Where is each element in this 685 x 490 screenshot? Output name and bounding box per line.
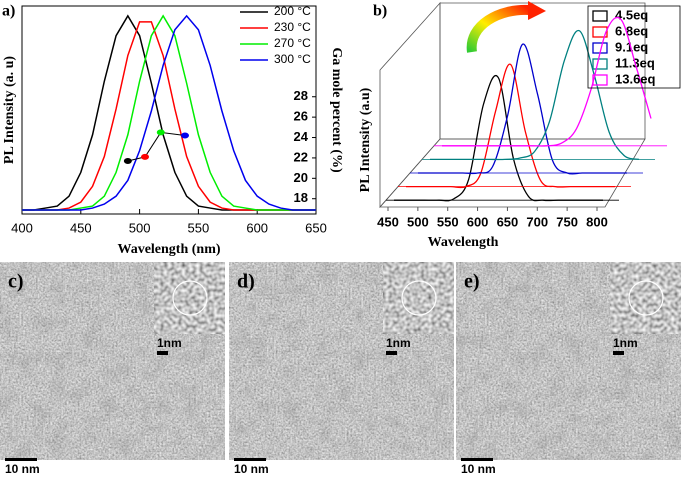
x-tick-label: 600 <box>467 214 489 229</box>
legend-box <box>587 5 681 89</box>
trend-arrow <box>466 4 531 53</box>
scale-bar <box>5 458 37 461</box>
panel-label: a) <box>2 3 15 20</box>
inset-scale-bar <box>613 351 624 355</box>
x-tick-label: 500 <box>129 220 151 235</box>
x-axis-label: Wavelength <box>428 235 499 250</box>
inset-image <box>382 261 455 335</box>
floor <box>379 138 646 208</box>
inset-image <box>609 261 682 335</box>
inset-scale-label: 1nm <box>613 336 638 350</box>
legend-label: 6.8eq <box>615 23 648 38</box>
y2-tick-label: 22 <box>294 149 308 164</box>
z-axis-label: PL Intensity (a.u) <box>358 87 373 192</box>
box-3d <box>379 1 646 209</box>
legend-swatch <box>592 74 608 86</box>
inset-point <box>141 153 150 160</box>
x-tick-label: 600 <box>246 220 268 235</box>
left-wall <box>379 1 441 209</box>
x-tick-label: 450 <box>70 220 92 235</box>
y2-tick-label: 26 <box>294 109 308 124</box>
spectrum-line <box>22 14 316 211</box>
spectrum-line <box>406 63 615 189</box>
y-axis-label: PL Intensity (a. u) <box>2 56 17 164</box>
y2-tick-label: 20 <box>294 170 308 185</box>
legend-label: 9.1eq <box>615 39 648 54</box>
panel-label: e) <box>464 271 480 293</box>
inset-point <box>180 132 189 139</box>
spectrum-line <box>430 30 640 161</box>
x-tick-label: 450 <box>377 214 399 229</box>
y2-tick-label: 18 <box>294 190 308 205</box>
legend-label: 230 °C <box>274 20 311 34</box>
x-tick-label: 550 <box>437 214 459 229</box>
x-tick-label: 500 <box>407 214 429 229</box>
legend-swatch <box>592 58 608 70</box>
particle-outline <box>172 280 208 316</box>
particle-outline <box>628 280 664 316</box>
panel-label: c) <box>8 271 24 293</box>
x-tick-label: 700 <box>526 214 548 229</box>
x-tick-label: 550 <box>188 220 210 235</box>
x-tick-label: 650 <box>305 220 327 235</box>
plot-frame <box>21 5 317 215</box>
inset-line <box>127 131 186 162</box>
scale-label: 10 nm <box>234 462 269 476</box>
x-axis-label: Wavelength (nm) <box>117 242 220 257</box>
spectrum-line <box>22 21 316 211</box>
legend-label: 13.6eq <box>615 71 656 86</box>
scale-bar <box>461 458 493 461</box>
scale-bar <box>234 458 266 461</box>
panel-label: d) <box>237 271 255 293</box>
spectrum-line <box>418 43 627 175</box>
inset-scale-label: 1nm <box>157 336 182 350</box>
inset-point <box>156 129 165 136</box>
x-tick-label: 800 <box>586 214 608 229</box>
spectrum-line <box>22 14 316 211</box>
scale-label: 10 nm <box>5 462 40 476</box>
y2-tick-label: 24 <box>294 129 309 144</box>
legend-label: 270 °C <box>274 36 311 50</box>
micrograph: c) 1nm 10 nm <box>0 261 226 476</box>
y2-axis-label: Ga mole percent (%) <box>329 47 344 173</box>
inset-scale-bar <box>157 351 168 355</box>
legend-swatch <box>592 26 608 38</box>
scale-label: 10 nm <box>461 462 496 476</box>
panel-label: b) <box>373 3 387 20</box>
inset-point <box>123 157 132 164</box>
inset-scale-label: 1nm <box>386 336 411 350</box>
micrograph: d) 1nm 10 nm <box>229 261 455 476</box>
legend-label: 4.5eq <box>615 7 648 22</box>
x-tick-label: 650 <box>497 214 519 229</box>
micrograph: e) 1nm 10 nm <box>456 261 682 476</box>
x-tick-label: 400 <box>11 220 33 235</box>
inset-scale-bar <box>386 351 397 355</box>
spectrum-line <box>441 16 652 147</box>
legend-label: 200 °C <box>274 4 311 18</box>
y2-tick-label: 28 <box>294 88 308 103</box>
spectrum-line <box>394 75 603 202</box>
trend-arrowhead <box>528 1 546 20</box>
legend-label: 300 °C <box>274 52 311 66</box>
x-tick-label: 750 <box>556 214 578 229</box>
particle-outline <box>401 280 437 316</box>
legend-swatch <box>592 10 608 22</box>
spectrum-line <box>22 14 316 211</box>
inset-image <box>153 261 226 335</box>
